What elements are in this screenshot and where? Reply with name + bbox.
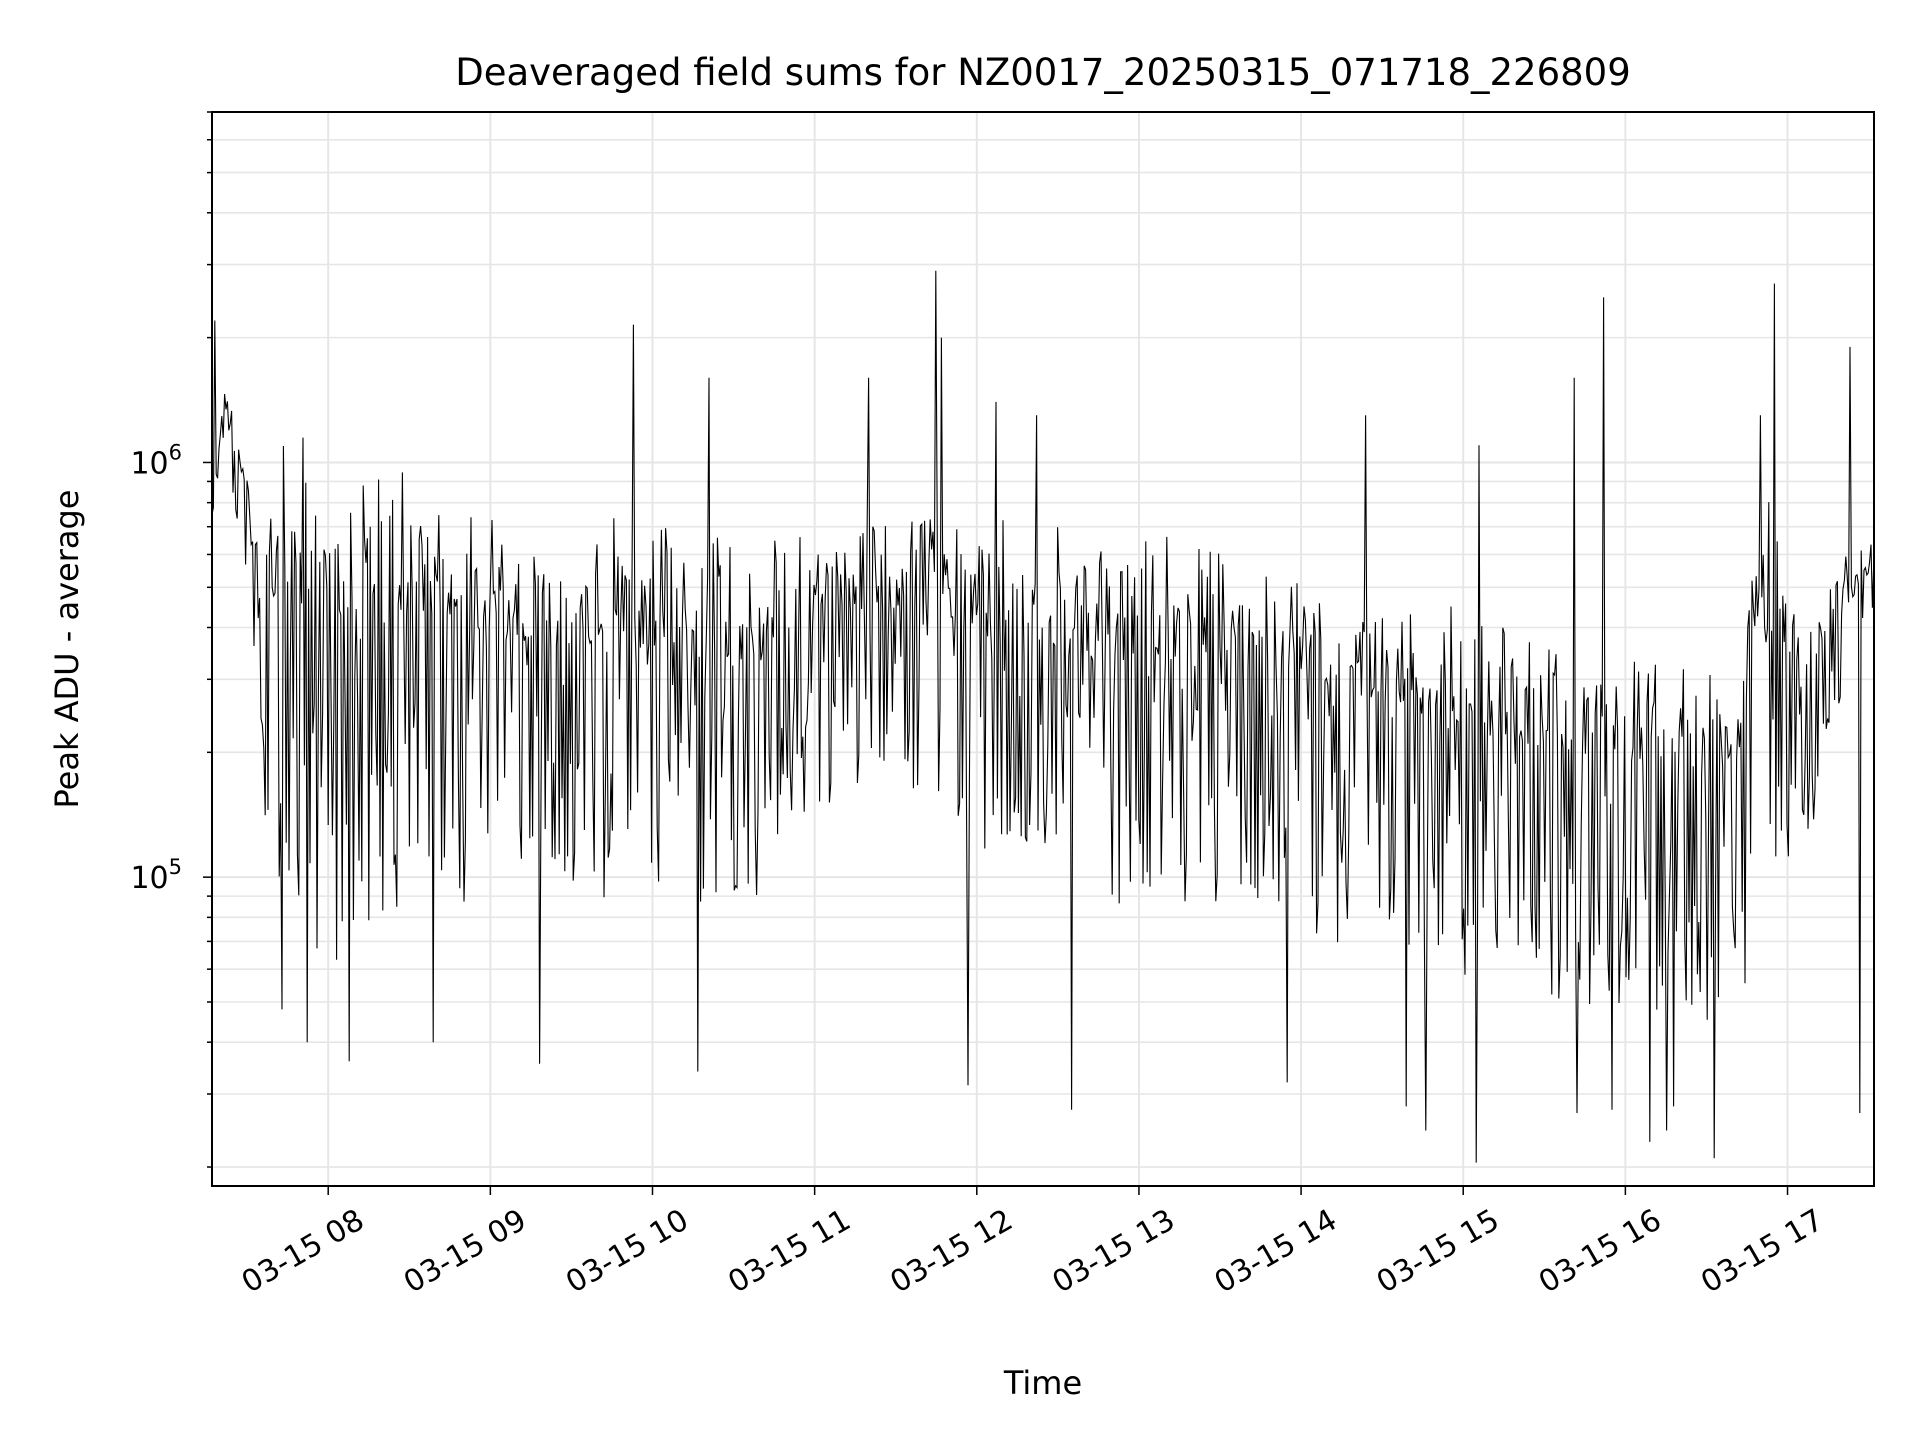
y-tick-label-base: 10 xyxy=(130,861,168,896)
x-tick-label: 03-15 10 xyxy=(560,1203,694,1301)
series-path xyxy=(211,270,1875,1163)
x-tick-label: 03-15 09 xyxy=(398,1203,532,1301)
x-axis-label: Time xyxy=(1003,1364,1082,1402)
series-line xyxy=(211,270,1875,1163)
y-tick-label-exponent: 5 xyxy=(169,855,182,879)
x-tick-label: 03-15 14 xyxy=(1209,1203,1343,1301)
chart-title: Deaveraged field sums for NZ0017_2025031… xyxy=(455,51,1631,94)
x-tick-label: 03-15 08 xyxy=(236,1203,370,1301)
x-tick-label: 03-15 12 xyxy=(884,1203,1018,1301)
x-axis: 03-15 08 03-15 09 03-15 10 03-15 11 03-15 12… xyxy=(236,1186,1830,1300)
x-tick-label: 03-15 13 xyxy=(1047,1203,1181,1301)
x-tick-label: 03-15 15 xyxy=(1371,1203,1505,1301)
y-tick-label: 106 xyxy=(130,440,182,481)
y-axis-label: Peak ADU - average xyxy=(48,490,86,809)
y-tick-label-exponent: 6 xyxy=(169,440,182,464)
y-tick-label-base: 10 xyxy=(130,446,168,481)
x-tick-label: 03-15 17 xyxy=(1695,1203,1829,1301)
plot-frame xyxy=(211,111,1875,1187)
y-tick-label: 105 xyxy=(130,855,182,896)
x-tick-label: 03-15 16 xyxy=(1533,1203,1667,1301)
x-tick-label: 03-15 11 xyxy=(722,1203,856,1301)
